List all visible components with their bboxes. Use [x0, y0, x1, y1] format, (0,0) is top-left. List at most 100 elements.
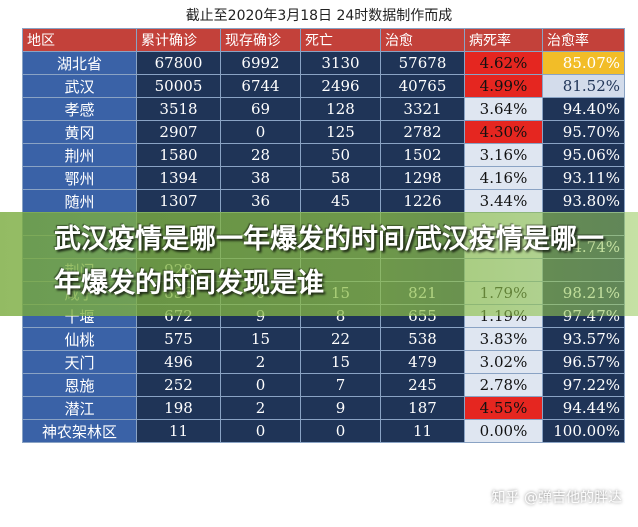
- cell-deaths: 3130: [300, 51, 381, 75]
- header-cell-cure-rate: 治愈率: [542, 28, 625, 52]
- title-banner: [0, 212, 638, 316]
- cell-current: 2: [220, 396, 301, 420]
- header-cell-death-rate: 病死率: [464, 28, 543, 52]
- cell-confirmed: 3518: [136, 97, 221, 121]
- cell-current: 36: [220, 189, 301, 213]
- cell-current: 0: [220, 373, 301, 397]
- cell-deaths: 15: [300, 350, 381, 374]
- cell-region: 天门: [22, 350, 137, 374]
- cell-confirmed: 1580: [136, 143, 221, 167]
- cell-region: 鄂州: [22, 166, 137, 190]
- header-cell-cured: 治愈: [380, 28, 465, 52]
- table-row: 仙桃 575 15 22 538 3.83% 93.57%: [22, 327, 625, 351]
- cell-cured: 57678: [380, 51, 465, 75]
- header-cell-deaths: 死亡: [300, 28, 381, 52]
- cell-cured: 1226: [380, 189, 465, 213]
- cell-cure-rate: 93.80%: [542, 189, 625, 213]
- cell-cure-rate: 81.52%: [542, 74, 625, 98]
- cell-cure-rate: 85.07%: [542, 51, 625, 75]
- cell-death-rate: 3.44%: [464, 189, 543, 213]
- cell-cured: 2782: [380, 120, 465, 144]
- cell-region: 潜江: [22, 396, 137, 420]
- cell-current: 6992: [220, 51, 301, 75]
- cell-region: 孝感: [22, 97, 137, 121]
- cell-cure-rate: 95.70%: [542, 120, 625, 144]
- header-cell-region: 地区: [22, 28, 137, 52]
- cell-death-rate: 4.30%: [464, 120, 543, 144]
- cell-current: 38: [220, 166, 301, 190]
- cell-cured: 11: [380, 419, 465, 443]
- cell-death-rate: 3.64%: [464, 97, 543, 121]
- cell-cured: 1298: [380, 166, 465, 190]
- cell-death-rate: 3.16%: [464, 143, 543, 167]
- cell-cure-rate: 95.06%: [542, 143, 625, 167]
- cell-current: 6744: [220, 74, 301, 98]
- cell-confirmed: 252: [136, 373, 221, 397]
- cell-deaths: 58: [300, 166, 381, 190]
- cell-death-rate: 4.99%: [464, 74, 543, 98]
- banner-title: 武汉疫情是哪一年爆发的时间/武汉疫情是哪一年爆发的时间发现是谁: [54, 224, 604, 299]
- cell-current: 69: [220, 97, 301, 121]
- cell-region: 荆州: [22, 143, 137, 167]
- table-row: 随州 1307 36 45 1226 3.44% 93.80%: [22, 189, 625, 213]
- cell-cured: 1502: [380, 143, 465, 167]
- cell-confirmed: 11: [136, 419, 221, 443]
- watermark-text: 知乎 @弹吉他的胖达: [491, 490, 622, 506]
- header-cell-confirmed: 累计确诊: [136, 28, 221, 52]
- cell-confirmed: 2907: [136, 120, 221, 144]
- cell-deaths: 50: [300, 143, 381, 167]
- cell-confirmed: 198: [136, 396, 221, 420]
- cell-cured: 3321: [380, 97, 465, 121]
- cell-death-rate: 3.83%: [464, 327, 543, 351]
- cell-cured: 479: [380, 350, 465, 374]
- cell-cured: 245: [380, 373, 465, 397]
- cell-deaths: 2496: [300, 74, 381, 98]
- table-caption: 截止至2020年3月18日 24时数据制作而成: [185, 8, 453, 24]
- cell-region: 恩施: [22, 373, 137, 397]
- cell-region: 仙桃: [22, 327, 137, 351]
- cell-cured: 187: [380, 396, 465, 420]
- cell-confirmed: 67800: [136, 51, 221, 75]
- cell-cure-rate: 97.22%: [542, 373, 625, 397]
- table-row: 恩施 252 0 7 245 2.78% 97.22%: [22, 373, 625, 397]
- cell-confirmed: 1307: [136, 189, 221, 213]
- cell-region: 湖北省: [22, 51, 137, 75]
- cell-deaths: 22: [300, 327, 381, 351]
- table-row: 孝感 3518 69 128 3321 3.64% 94.40%: [22, 97, 625, 121]
- table-row: 天门 496 2 15 479 3.02% 96.57%: [22, 350, 625, 374]
- cell-deaths: 7: [300, 373, 381, 397]
- cell-current: 2: [220, 350, 301, 374]
- cell-current: 0: [220, 419, 301, 443]
- cell-current: 28: [220, 143, 301, 167]
- cell-deaths: 45: [300, 189, 381, 213]
- cell-deaths: 9: [300, 396, 381, 420]
- cell-death-rate: 4.55%: [464, 396, 543, 420]
- cell-deaths: 125: [300, 120, 381, 144]
- cell-death-rate: 4.62%: [464, 51, 543, 75]
- cell-confirmed: 575: [136, 327, 221, 351]
- table-row: 荆州 1580 28 50 1502 3.16% 95.06%: [22, 143, 625, 167]
- cell-death-rate: 3.02%: [464, 350, 543, 374]
- cell-death-rate: 4.16%: [464, 166, 543, 190]
- cell-death-rate: 2.78%: [464, 373, 543, 397]
- cell-region: 黄冈: [22, 120, 137, 144]
- cell-cure-rate: 93.11%: [542, 166, 625, 190]
- bottom-strip: [0, 512, 638, 527]
- cell-cure-rate: 94.44%: [542, 396, 625, 420]
- cell-death-rate: 0.00%: [464, 419, 543, 443]
- header-cell-current: 现存确诊: [220, 28, 301, 52]
- cell-deaths: 0: [300, 419, 381, 443]
- cell-current: 15: [220, 327, 301, 351]
- header-row: 地区 累计确诊 现存确诊 死亡 治愈 病死率 治愈率: [22, 28, 625, 52]
- cell-cure-rate: 100.00%: [542, 419, 625, 443]
- cell-cure-rate: 96.57%: [542, 350, 625, 374]
- cell-region: 武汉: [22, 74, 137, 98]
- cell-confirmed: 1394: [136, 166, 221, 190]
- cell-cure-rate: 94.40%: [542, 97, 625, 121]
- cell-region: 随州: [22, 189, 137, 213]
- table-row: 潜江 198 2 9 187 4.55% 94.44%: [22, 396, 625, 420]
- cell-current: 0: [220, 120, 301, 144]
- cell-cured: 538: [380, 327, 465, 351]
- table-row: 神农架林区 11 0 0 11 0.00% 100.00%: [22, 419, 625, 443]
